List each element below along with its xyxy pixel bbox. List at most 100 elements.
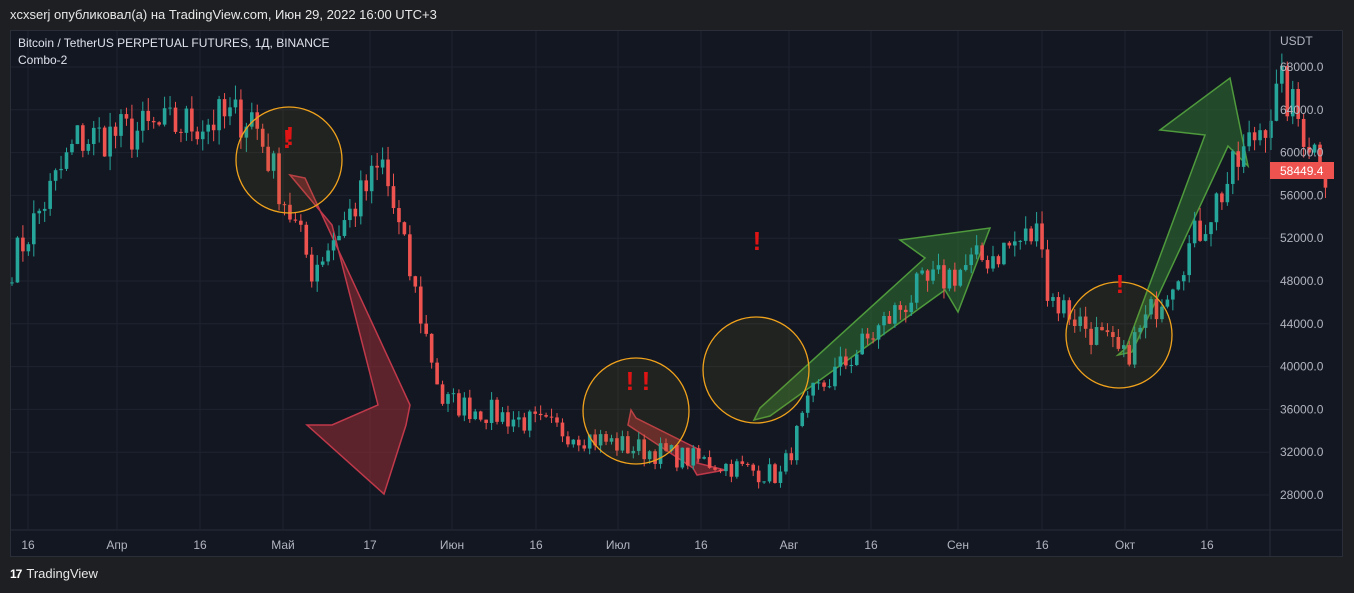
x-tick-label: Сен (947, 538, 969, 552)
candle (353, 202, 358, 227)
candle (473, 408, 478, 421)
candle (1247, 120, 1251, 152)
candle (184, 105, 189, 141)
candle (81, 123, 85, 158)
candle (1023, 216, 1028, 245)
candle (239, 89, 243, 149)
alert-mark: ! (753, 226, 762, 256)
candle (1236, 141, 1241, 181)
candle (762, 481, 766, 484)
candle (604, 430, 608, 446)
candle (495, 397, 499, 425)
footer: 17 TradingView (10, 566, 98, 581)
candle (102, 125, 107, 157)
tradingview-logo-icon: 17 (10, 566, 22, 581)
candle (778, 465, 783, 488)
last-price-tag: 58449.4 (1270, 162, 1334, 179)
candle (157, 121, 161, 127)
candle (822, 380, 826, 392)
x-tick-label: Июн (440, 538, 464, 552)
candle (418, 276, 423, 334)
candle (15, 236, 20, 283)
candle (615, 432, 619, 456)
candle (468, 389, 472, 423)
candle (626, 431, 630, 454)
y-tick-label: 48000.0 (1280, 274, 1324, 288)
candle (1072, 309, 1077, 333)
candle (1312, 143, 1317, 156)
candle (904, 305, 908, 323)
candle (735, 458, 739, 479)
indicator-label: Combo-2 (18, 53, 68, 67)
candle (925, 269, 930, 292)
candle (724, 462, 728, 477)
y-tick-label: 60000.0 (1280, 146, 1324, 160)
candle (348, 199, 352, 228)
candle (1143, 305, 1148, 339)
candle (228, 97, 232, 126)
candle (64, 147, 69, 171)
highlight-circle (1065, 281, 1173, 389)
down-arrow-1 (288, 173, 411, 496)
candle (707, 450, 712, 469)
candle (1105, 323, 1110, 337)
candle (397, 200, 401, 235)
candle (577, 435, 581, 452)
candle (756, 465, 761, 489)
candle (440, 380, 445, 406)
candle (996, 254, 1001, 268)
candle (974, 235, 979, 260)
candle (740, 455, 745, 467)
candle (190, 96, 194, 142)
alert-mark: ! (283, 124, 292, 154)
candle (914, 271, 919, 309)
candle (920, 267, 924, 276)
annotation-alerts: !!!!!! (235, 106, 1173, 465)
candle (429, 333, 434, 369)
y-tick-label: 68000.0 (1280, 60, 1324, 74)
candle (293, 212, 298, 223)
candle (135, 121, 140, 158)
candle (53, 168, 58, 191)
candle (522, 412, 527, 434)
candle (141, 101, 145, 143)
candle (320, 256, 325, 267)
candle (200, 120, 205, 151)
candle (691, 445, 696, 470)
candle (527, 409, 532, 438)
candle (571, 439, 576, 448)
candle (391, 173, 396, 214)
candle (942, 259, 946, 299)
candle (898, 301, 903, 320)
y-tick-label: 28000.0 (1280, 488, 1324, 502)
candle (767, 458, 772, 484)
candle (446, 392, 450, 413)
candle (1258, 123, 1262, 146)
candle (566, 431, 570, 448)
candle (795, 424, 799, 465)
candle (664, 438, 668, 452)
candle (233, 85, 238, 114)
candle (936, 253, 941, 275)
candle (1307, 137, 1311, 160)
candle (647, 450, 652, 464)
candle (21, 225, 25, 262)
candle (773, 462, 777, 484)
candle (304, 221, 309, 258)
candle (511, 411, 516, 433)
candle (1007, 241, 1012, 249)
candle (1127, 340, 1132, 367)
candle (680, 447, 685, 470)
candle (48, 173, 52, 216)
annotation-shapes (288, 76, 1250, 496)
candle (32, 200, 36, 257)
candle (533, 406, 537, 423)
candle (309, 247, 314, 288)
candle (827, 379, 832, 389)
candle (326, 243, 330, 266)
candle (1089, 322, 1093, 355)
candle (1165, 295, 1170, 309)
y-axis: 68000.0 64000.0 60000.0 56000.0 52000.0 48000… (1280, 60, 1324, 502)
publish-info: xcxserj опубликовал(а) на TradingView.co… (10, 7, 437, 22)
